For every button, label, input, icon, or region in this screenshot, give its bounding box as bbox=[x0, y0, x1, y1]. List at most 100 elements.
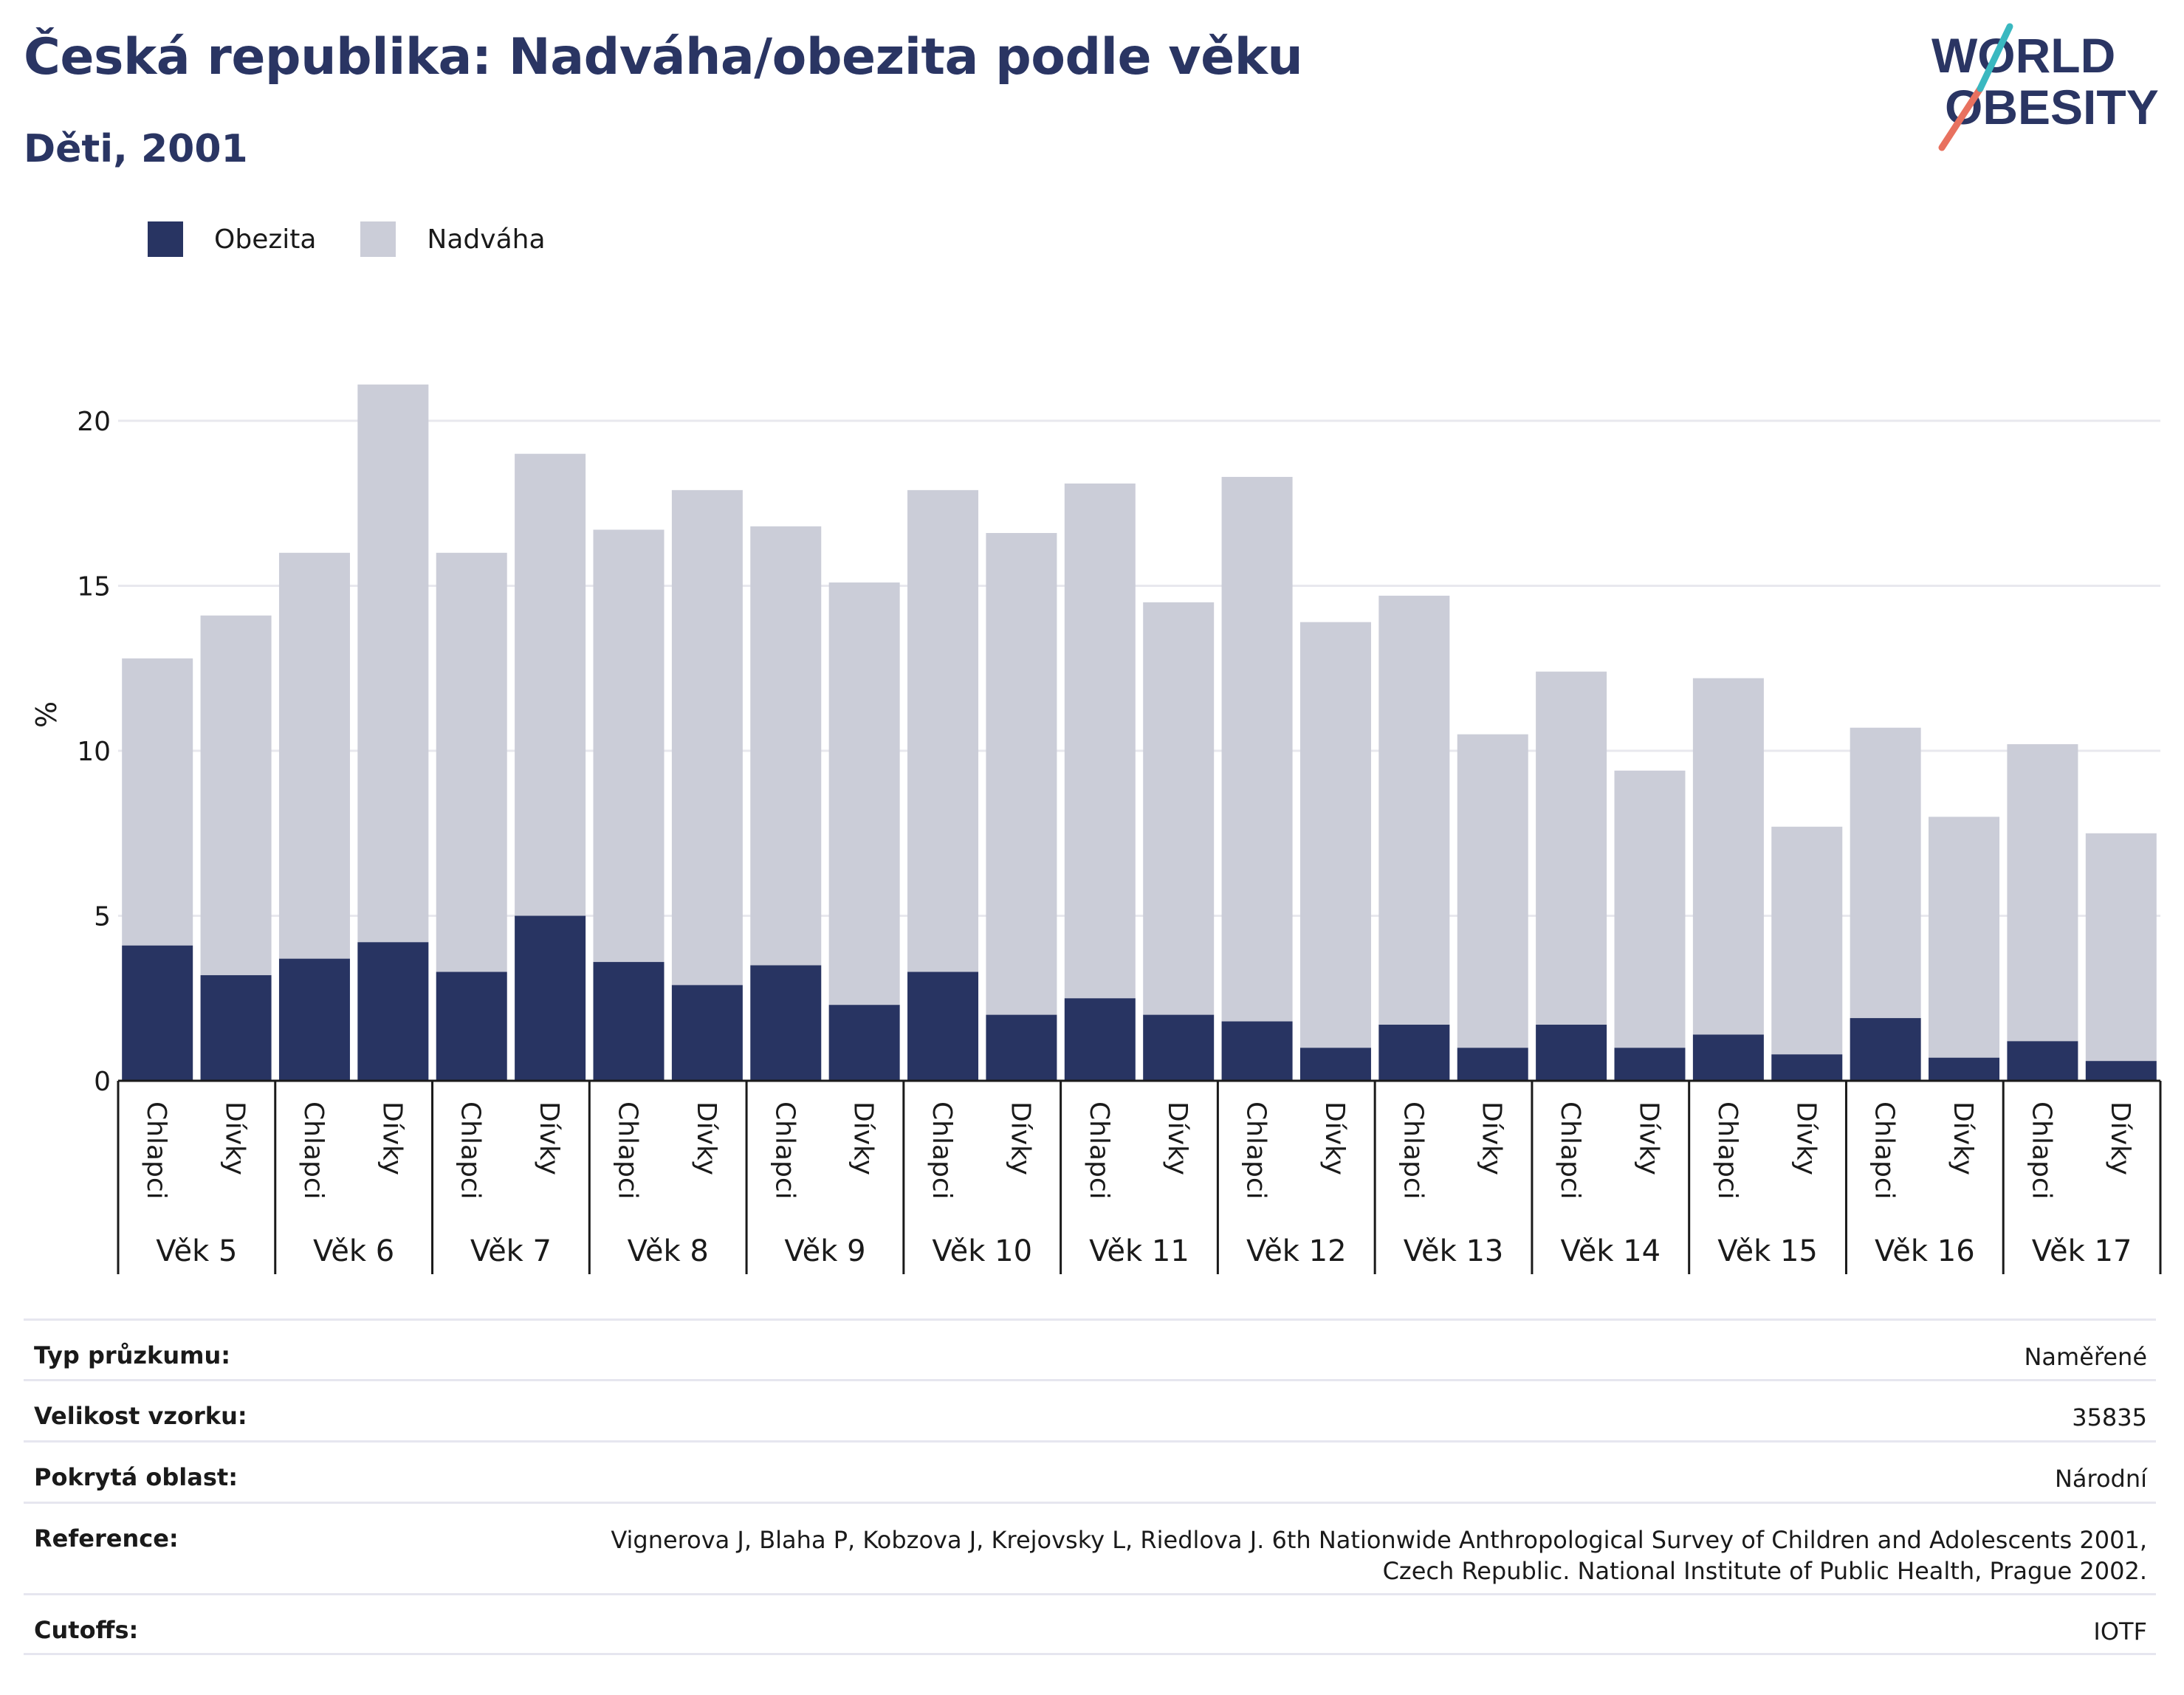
bar-obezita bbox=[1299, 1048, 1371, 1081]
info-value: Národní bbox=[2054, 1465, 2147, 1493]
bar-nadvaha bbox=[1771, 826, 1843, 1055]
x-subcategory-label: Dívky bbox=[848, 1101, 879, 1175]
x-group-label: Věk 9 bbox=[784, 1234, 865, 1268]
x-subcategory-label: Chlapci bbox=[769, 1101, 800, 1200]
bar-nadvaha bbox=[1143, 602, 1215, 1015]
x-subcategory-label: Chlapci bbox=[298, 1101, 329, 1200]
bar-obezita bbox=[436, 972, 507, 1081]
stacked-bar-chart: 0 5 10 15 20% Chlapci Dívky Chlapci Dívky Chlapci… bbox=[30, 384, 2162, 1274]
bar-nadvaha bbox=[1221, 476, 1293, 1022]
x-subcategory-label: Dívky bbox=[1005, 1101, 1035, 1175]
survey-info-table: Typ průzkumu: Naměřené Velikost vzorku: … bbox=[24, 1318, 2156, 1655]
bar-obezita bbox=[907, 972, 979, 1081]
bar-obezita bbox=[278, 958, 350, 1081]
x-subcategory-label: Chlapci bbox=[613, 1101, 643, 1200]
y-tick-label: 20 bbox=[77, 407, 111, 437]
x-subcategory-label: Dívky bbox=[1319, 1101, 1350, 1175]
bar-nadvaha bbox=[2085, 833, 2157, 1062]
x-subcategory-label: Chlapci bbox=[1712, 1101, 1742, 1200]
x-subcategory-label: Dívky bbox=[220, 1101, 250, 1175]
bar-obezita bbox=[750, 965, 822, 1081]
bar-nadvaha bbox=[515, 453, 586, 916]
x-group-label: Věk 14 bbox=[1560, 1234, 1661, 1268]
chart-title: Česká republika: Nadváha/obezita podle v… bbox=[24, 28, 1303, 86]
info-row-coverage: Pokrytá oblast: Národní bbox=[24, 1440, 2156, 1502]
world-obesity-logo: WORLD OBESITY bbox=[1931, 23, 2159, 151]
bar-nadvaha bbox=[1299, 622, 1371, 1048]
bar-obezita bbox=[986, 1014, 1057, 1081]
bar-obezita bbox=[1457, 1048, 1528, 1081]
x-group-label: Věk 8 bbox=[628, 1234, 709, 1268]
bar-obezita bbox=[2085, 1061, 2157, 1081]
info-value: IOTF bbox=[2093, 1617, 2147, 1646]
bar-nadvaha bbox=[671, 489, 743, 986]
bar-nadvaha bbox=[2007, 744, 2078, 1042]
bar-nadvaha bbox=[1064, 483, 1136, 999]
x-group-label: Věk 7 bbox=[470, 1234, 552, 1268]
bar-nadvaha bbox=[436, 552, 507, 972]
x-subcategory-label: Dívky bbox=[377, 1101, 407, 1175]
y-axis-label: % bbox=[30, 701, 63, 728]
bar-obezita bbox=[1143, 1014, 1215, 1081]
legend-swatch-obezita bbox=[148, 221, 183, 257]
bar-nadvaha bbox=[122, 658, 193, 946]
bar-obezita bbox=[1614, 1048, 1686, 1081]
x-subcategory-label: Dívky bbox=[1477, 1101, 1507, 1175]
y-tick-label: 0 bbox=[94, 1067, 111, 1097]
x-subcategory-label: Chlapci bbox=[1398, 1101, 1428, 1200]
bar-nadvaha bbox=[750, 526, 822, 966]
x-subcategory-label: Chlapci bbox=[1555, 1101, 1585, 1200]
bar-obezita bbox=[1221, 1021, 1293, 1081]
x-group-label: Věk 15 bbox=[1717, 1234, 1818, 1268]
info-row-cutoffs: Cutoffs: IOTF bbox=[24, 1593, 2156, 1655]
info-label: Cutoffs: bbox=[34, 1616, 139, 1644]
bar-obezita bbox=[1536, 1025, 1607, 1081]
info-label: Velikost vzorku: bbox=[34, 1402, 247, 1430]
x-subcategory-label: Dívky bbox=[691, 1101, 721, 1175]
bar-obezita bbox=[1771, 1054, 1843, 1081]
info-row-sample-size: Velikost vzorku: 35835 bbox=[24, 1379, 2156, 1440]
x-group-label: Věk 10 bbox=[932, 1234, 1032, 1268]
info-label: Reference: bbox=[34, 1524, 179, 1553]
bar-nadvaha bbox=[278, 552, 350, 959]
bar-obezita bbox=[200, 974, 272, 1081]
x-subcategory-label: Dívky bbox=[1948, 1101, 1978, 1175]
legend-item-nadvaha: Nadváha bbox=[360, 221, 546, 257]
legend-item-obezita: Obezita bbox=[148, 221, 316, 257]
legend-label-nadvaha: Nadváha bbox=[427, 224, 546, 255]
x-group-label: Věk 6 bbox=[313, 1234, 394, 1268]
y-tick-label: 10 bbox=[77, 737, 111, 767]
bar-nadvaha bbox=[1536, 671, 1607, 1025]
bar-nadvaha bbox=[1378, 595, 1450, 1025]
logo-line1: WORLD bbox=[1931, 28, 2115, 83]
x-subcategory-label: Chlapci bbox=[1869, 1101, 1900, 1200]
bar-obezita bbox=[357, 942, 429, 1081]
chart-legend: Obezita Nadváha bbox=[148, 221, 590, 257]
bar-obezita bbox=[671, 985, 743, 1081]
legend-label-obezita: Obezita bbox=[214, 224, 317, 255]
bar-nadvaha bbox=[593, 529, 665, 963]
info-value: Vignerova J, Blaha P, Kobzova J, Krejovs… bbox=[611, 1526, 2147, 1585]
x-subcategory-label: Chlapci bbox=[1241, 1101, 1271, 1200]
bar-nadvaha bbox=[1929, 816, 2000, 1058]
bar-obezita bbox=[1692, 1034, 1764, 1081]
x-subcategory-label: Chlapci bbox=[2026, 1101, 2056, 1200]
bar-nadvaha bbox=[357, 384, 429, 943]
x-group-label: Věk 13 bbox=[1404, 1234, 1504, 1268]
bar-obezita bbox=[2007, 1041, 2078, 1081]
bar-obezita bbox=[1064, 998, 1136, 1081]
x-group-label: Věk 11 bbox=[1089, 1234, 1189, 1268]
bar-obezita bbox=[828, 1005, 900, 1081]
bar-obezita bbox=[515, 915, 586, 1081]
x-subcategory-label: Chlapci bbox=[1084, 1101, 1114, 1200]
chart-subtitle: Děti, 2001 bbox=[24, 127, 248, 171]
bar-obezita bbox=[1850, 1018, 1921, 1081]
x-subcategory-label: Chlapci bbox=[141, 1101, 171, 1200]
info-row-reference: Reference: Vignerova J, Blaha P, Kobzova… bbox=[24, 1502, 2156, 1593]
y-tick-label: 5 bbox=[94, 902, 111, 932]
info-label: Typ průzkumu: bbox=[34, 1341, 231, 1369]
bar-nadvaha bbox=[986, 532, 1057, 1015]
x-subcategory-label: Chlapci bbox=[456, 1101, 486, 1200]
bar-nadvaha bbox=[1457, 734, 1528, 1048]
y-tick-label: 15 bbox=[77, 572, 111, 602]
